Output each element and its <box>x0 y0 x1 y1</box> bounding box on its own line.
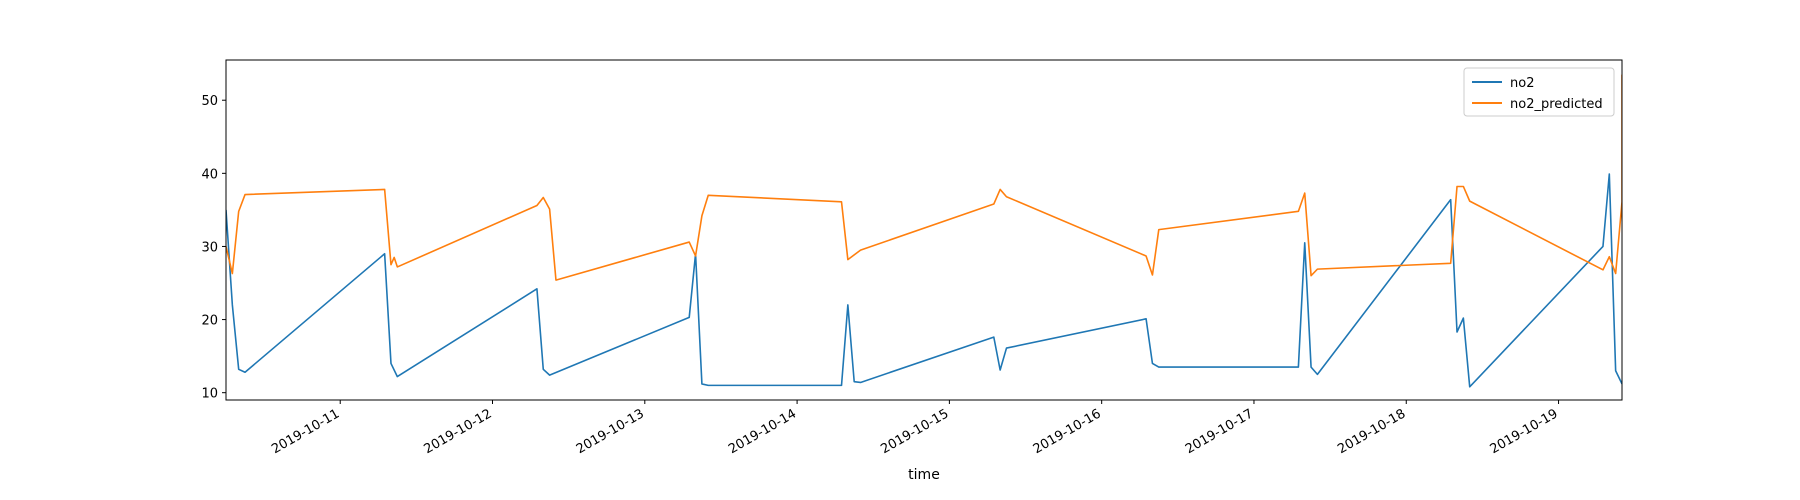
legend: no2 no2_predicted <box>1463 67 1615 117</box>
y-axis-ticks: 10 20 30 40 50 <box>201 94 226 402</box>
x-axis-label: time <box>908 467 940 483</box>
x-tick-label: 2019-10-12 <box>422 406 495 457</box>
x-tick-label: 2019-10-15 <box>878 406 951 457</box>
x-tick-label: 2019-10-19 <box>1488 406 1561 457</box>
y-tick-label: 40 <box>201 167 218 182</box>
x-tick-label: 2019-10-17 <box>1183 406 1256 457</box>
x-tick-label: 2019-10-13 <box>574 406 647 457</box>
x-axis-ticks: 2019-10-11 2019-10-12 2019-10-13 2019-10-14… <box>269 400 1561 457</box>
y-tick-label: 20 <box>201 314 218 329</box>
x-tick-label: 2019-10-14 <box>726 406 799 457</box>
legend-label: no2 <box>1510 76 1534 91</box>
plot-frame <box>225 59 1623 401</box>
x-tick-label: 2019-10-11 <box>269 406 342 457</box>
series-layer <box>226 74 1622 388</box>
x-tick-label: 2019-10-16 <box>1031 406 1104 457</box>
y-tick-label: 10 <box>201 387 218 402</box>
series-line-no2 <box>226 173 1622 388</box>
legend-label: no2_predicted <box>1510 97 1603 112</box>
series-line-no2-predicted <box>226 74 1622 281</box>
x-tick-label: 2019-10-18 <box>1335 406 1408 457</box>
y-tick-label: 50 <box>201 94 218 109</box>
y-tick-label: 30 <box>201 240 218 255</box>
